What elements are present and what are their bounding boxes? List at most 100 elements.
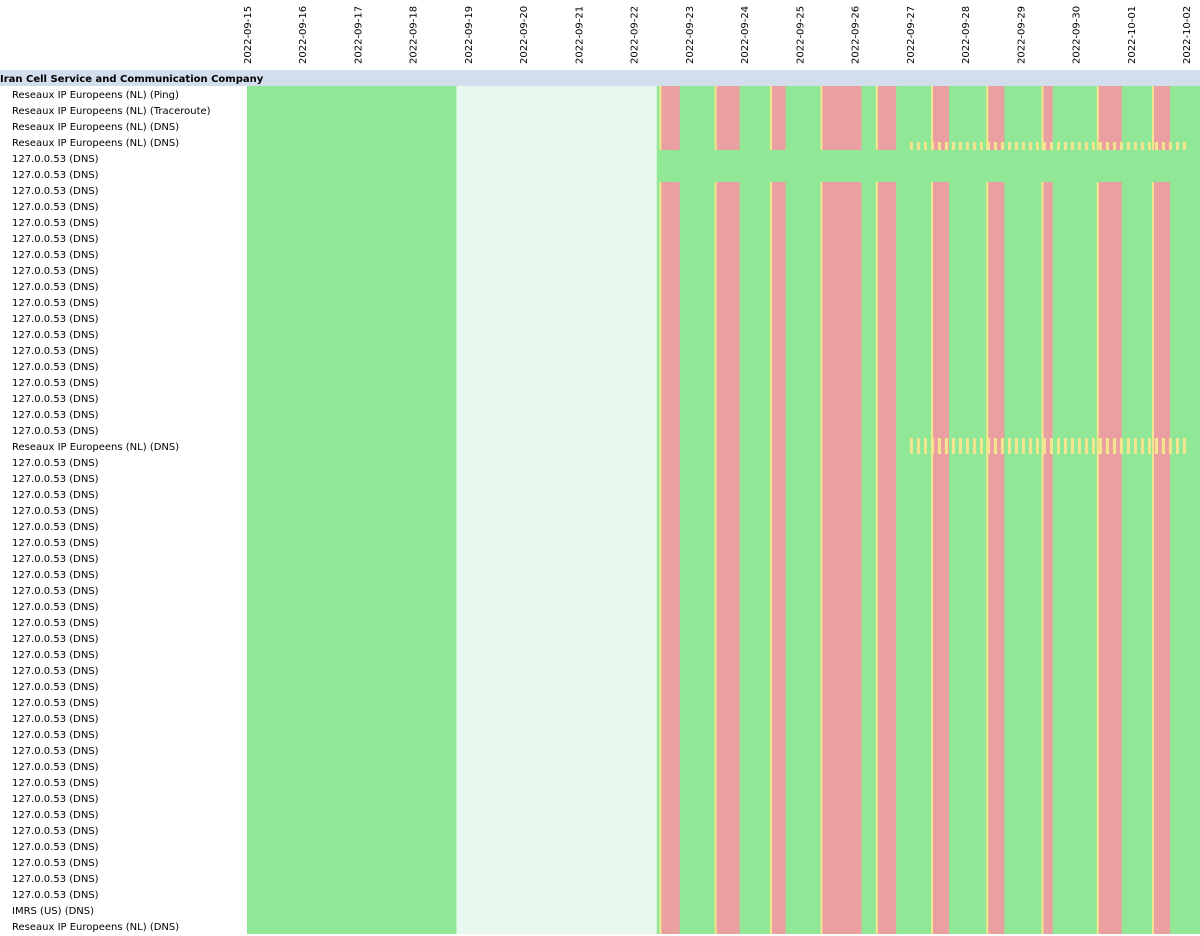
cell-anomaly: [771, 246, 786, 262]
cell-partial: [659, 310, 662, 326]
cell-anomaly: [661, 790, 680, 806]
cell-partial: [769, 86, 772, 102]
cell-partial: [1151, 838, 1154, 854]
row-label: 127.0.0.53 (DNS): [12, 490, 99, 501]
cell-partial: [930, 142, 934, 150]
cell-partial: [1091, 438, 1095, 454]
cell-partial: [769, 854, 772, 870]
cell-anomaly: [932, 886, 950, 902]
cell-partial: [820, 342, 823, 358]
cell-anomaly: [988, 614, 1005, 630]
cell-partial: [916, 438, 920, 454]
date-tick-label: 2022-09-17: [353, 6, 364, 64]
cell-partial: [1041, 358, 1044, 374]
cell-anomaly: [1043, 742, 1053, 758]
cell-anomaly: [932, 230, 950, 246]
cell-partial: [1096, 246, 1099, 262]
cell-anomaly: [1153, 598, 1171, 614]
cell-partial: [986, 630, 989, 646]
cell-anomaly: [822, 246, 862, 262]
cell-anomaly: [661, 422, 680, 438]
cell-anomaly: [1098, 390, 1122, 406]
cell-no-data: [456, 358, 657, 374]
cell-anomaly: [716, 870, 740, 886]
cell-anomaly: [716, 294, 740, 310]
cell-partial: [820, 134, 823, 150]
cell-anomaly: [716, 230, 740, 246]
cell-partial: [1041, 918, 1044, 934]
cell-partial: [986, 870, 989, 886]
cell-partial: [820, 678, 823, 694]
cell-anomaly: [661, 86, 680, 102]
cell-partial: [769, 742, 772, 758]
cell-anomaly: [988, 214, 1005, 230]
cell-anomaly: [1153, 214, 1171, 230]
date-tick-label: 2022-09-25: [795, 6, 806, 64]
cell-partial: [820, 918, 823, 934]
cell-partial: [659, 502, 662, 518]
cell-partial: [875, 518, 878, 534]
cell-partial: [1147, 142, 1151, 150]
cell-partial: [820, 86, 823, 102]
cell-partial: [1112, 142, 1116, 150]
cell-anomaly: [661, 342, 680, 358]
cell-partial: [1151, 598, 1154, 614]
cell-anomaly: [716, 470, 740, 486]
cell-partial: [1041, 790, 1044, 806]
cell-partial: [1096, 790, 1099, 806]
cell-anomaly: [932, 262, 950, 278]
cell-partial: [1041, 294, 1044, 310]
cell-partial: [1041, 710, 1044, 726]
cell-anomaly: [716, 886, 740, 902]
cell-anomaly: [771, 566, 786, 582]
cell-anomaly: [1098, 854, 1122, 870]
cell-partial: [875, 790, 878, 806]
cell-anomaly: [1153, 550, 1171, 566]
cell-partial: [875, 662, 878, 678]
cell-anomaly: [1153, 246, 1171, 262]
cell-anomaly: [1153, 230, 1171, 246]
group-header-band: [247, 70, 1200, 86]
cell-anomaly: [771, 854, 786, 870]
cell-partial: [1096, 454, 1099, 470]
cell-anomaly: [1043, 550, 1053, 566]
cell-anomaly: [932, 726, 950, 742]
cell-anomaly: [988, 374, 1005, 390]
cell-partial: [769, 406, 772, 422]
cell-partial: [769, 358, 772, 374]
cell-partial: [930, 646, 933, 662]
cell-partial: [714, 230, 717, 246]
cell-partial: [986, 918, 989, 934]
row-label: Reseaux IP Europeens (NL) (Traceroute): [12, 106, 211, 117]
cell-partial: [875, 758, 878, 774]
cell-anomaly: [877, 422, 897, 438]
cell-no-data: [456, 582, 657, 598]
cell-partial: [714, 582, 717, 598]
cell-partial: [1096, 886, 1099, 902]
cell-partial: [1096, 870, 1099, 886]
cell-anomaly: [1043, 262, 1053, 278]
cell-partial: [1041, 582, 1044, 598]
cell-anomaly: [1153, 518, 1171, 534]
cell-anomaly: [988, 534, 1005, 550]
cell-anomaly: [1098, 406, 1122, 422]
cell-anomaly: [1043, 518, 1053, 534]
cell-partial: [1041, 134, 1044, 150]
cell-partial: [930, 326, 933, 342]
cell-partial: [659, 518, 662, 534]
cell-anomaly: [1043, 598, 1053, 614]
cell-anomaly: [1098, 870, 1122, 886]
cell-anomaly: [1098, 534, 1122, 550]
cell-anomaly: [1043, 662, 1053, 678]
cell-anomaly: [988, 86, 1005, 102]
cell-partial: [930, 662, 933, 678]
cell-partial: [1096, 550, 1099, 566]
cell-partial: [1096, 358, 1099, 374]
cell-anomaly: [877, 646, 897, 662]
cell-partial: [944, 438, 948, 454]
cell-anomaly: [988, 422, 1005, 438]
cell-partial: [820, 854, 823, 870]
cell-anomaly: [771, 886, 786, 902]
cell-partial: [930, 342, 933, 358]
cell-partial: [714, 742, 717, 758]
